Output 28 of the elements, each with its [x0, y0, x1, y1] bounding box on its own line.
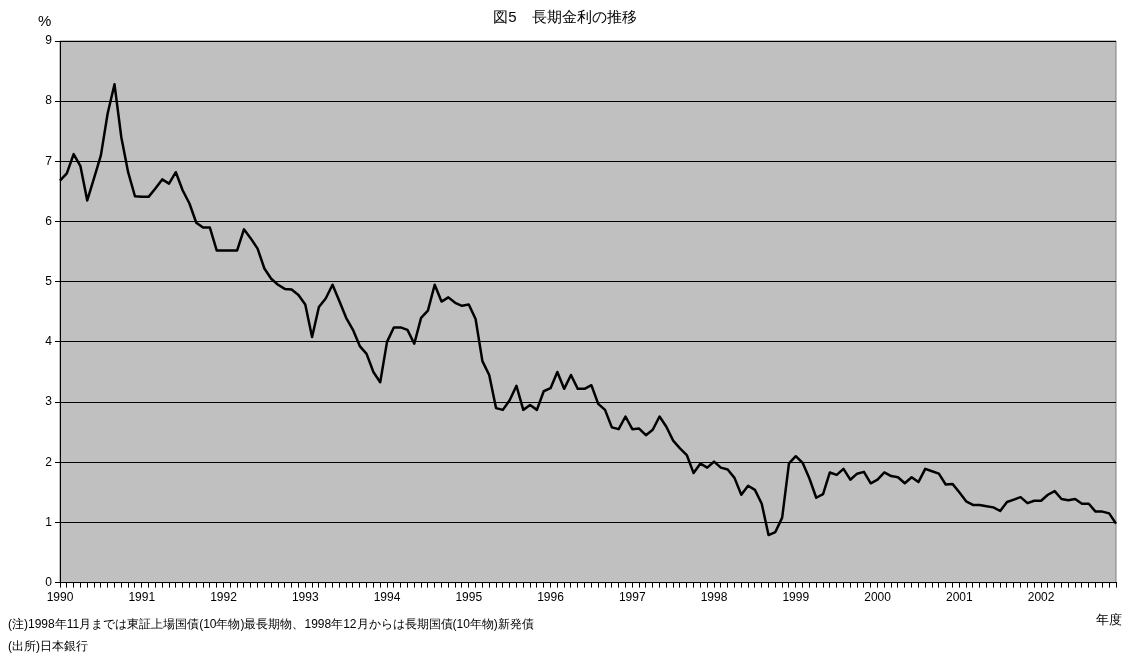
x-axis-title: 年度: [1096, 611, 1122, 629]
chart-title: 図5 長期金利の推移: [493, 8, 637, 25]
y-tick-label: 0: [45, 574, 53, 589]
y-tick-label: 9: [45, 33, 53, 48]
y-tick-label: 8: [45, 93, 53, 108]
y-axis-title: %: [38, 12, 52, 29]
x-tick-label: 1991: [128, 590, 156, 605]
x-tick-label: 2001: [945, 590, 973, 605]
y-tick-label: 7: [45, 153, 53, 168]
x-tick-label: 1996: [537, 590, 565, 605]
y-tick-label: 3: [45, 394, 53, 409]
y-tick-label: 2: [45, 454, 53, 469]
x-tick-label: 1999: [782, 590, 810, 605]
text: (注)1998年11月までは東証上場国債(10年物)最長期物、1998年12月からは長期国債(10年物)新発債: [8, 616, 534, 633]
x-tick-label: 1994: [373, 590, 401, 605]
y-tick-label: 6: [45, 213, 53, 228]
x-tick-label: 1992: [210, 590, 238, 605]
x-tick-label: 1993: [291, 590, 319, 605]
x-tick-label: 1990: [46, 590, 74, 605]
text: (出所)日本銀行: [8, 638, 88, 655]
x-tick-label: 1998: [700, 590, 728, 605]
x-tick-label: 2002: [1027, 590, 1055, 605]
x-tick-label: 2000: [864, 590, 892, 605]
x-tick-label: 1997: [618, 590, 646, 605]
y-tick-label: 4: [45, 334, 53, 349]
y-tick-label: 5: [45, 274, 53, 289]
y-tick-label: 1: [45, 514, 53, 529]
x-tick-label: 1995: [455, 590, 483, 605]
